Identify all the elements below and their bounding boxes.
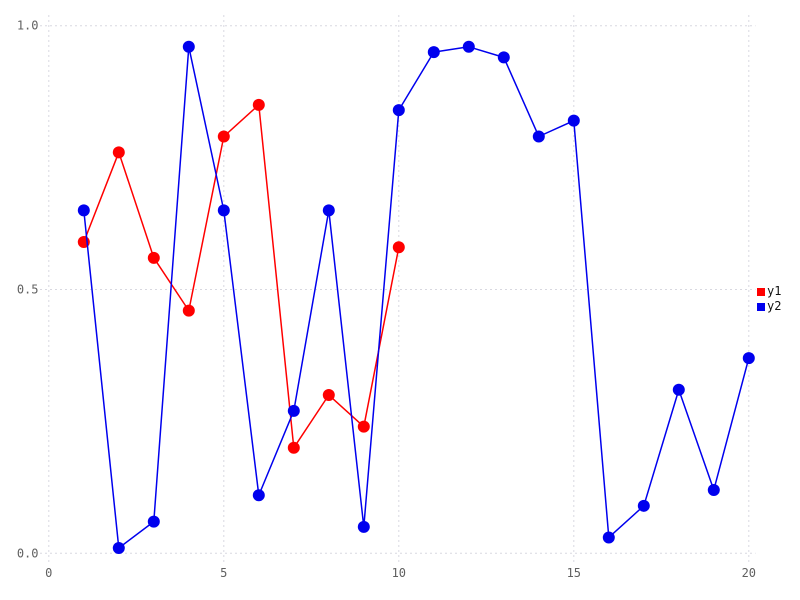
x-axis-tick-label: 15 bbox=[567, 566, 581, 580]
data-point-y2 bbox=[637, 499, 650, 512]
data-point-y2 bbox=[357, 520, 370, 533]
data-point-y1 bbox=[392, 241, 405, 254]
data-point-y2 bbox=[427, 46, 440, 59]
data-point-y1 bbox=[357, 420, 370, 433]
data-point-y2 bbox=[182, 40, 195, 53]
data-point-y1 bbox=[322, 389, 335, 402]
series-line-y2 bbox=[83, 46, 750, 549]
data-point-y1 bbox=[217, 130, 230, 143]
data-point-y2 bbox=[322, 204, 335, 217]
data-point-y1 bbox=[287, 441, 300, 454]
data-point-y2 bbox=[252, 489, 265, 502]
data-point-y2 bbox=[77, 204, 90, 217]
data-point-y2 bbox=[112, 542, 125, 555]
x-axis-tick-label: 0 bbox=[45, 566, 52, 580]
y-axis-tick-label: 1.0 bbox=[17, 19, 39, 33]
chart-legend: y1 y2 bbox=[757, 284, 781, 314]
data-point-y2 bbox=[532, 130, 545, 143]
data-point-y2 bbox=[742, 352, 755, 365]
data-point-y2 bbox=[462, 40, 475, 53]
data-point-y2 bbox=[147, 515, 160, 528]
data-point-y1 bbox=[112, 146, 125, 159]
data-point-y1 bbox=[182, 304, 195, 317]
data-point-y1 bbox=[252, 98, 265, 111]
data-point-y2 bbox=[497, 51, 510, 64]
x-axis-tick-label: 5 bbox=[220, 566, 227, 580]
x-axis-tick-label: 20 bbox=[742, 566, 756, 580]
data-point-y2 bbox=[287, 404, 300, 417]
data-point-y2 bbox=[672, 383, 685, 396]
data-point-y2 bbox=[217, 204, 230, 217]
legend-label-y1: y1 bbox=[767, 284, 782, 298]
legend-swatch-y1-icon bbox=[757, 287, 765, 296]
data-point-y1 bbox=[147, 251, 160, 264]
legend-swatch-y2-icon bbox=[757, 302, 765, 311]
data-point-y2 bbox=[707, 483, 720, 496]
legend-label-y2: y2 bbox=[767, 299, 782, 313]
x-axis-tick-label: 10 bbox=[392, 566, 406, 580]
series-line-y1 bbox=[83, 104, 400, 449]
y-axis-tick-label: 0.0 bbox=[17, 546, 39, 560]
legend-item-y2: y2 bbox=[757, 299, 781, 314]
data-point-y2 bbox=[602, 531, 615, 544]
data-point-y2 bbox=[567, 114, 580, 127]
data-point-y2 bbox=[392, 104, 405, 117]
legend-item-y1: y1 bbox=[757, 284, 781, 299]
y-axis-tick-label: 0.5 bbox=[17, 283, 39, 297]
